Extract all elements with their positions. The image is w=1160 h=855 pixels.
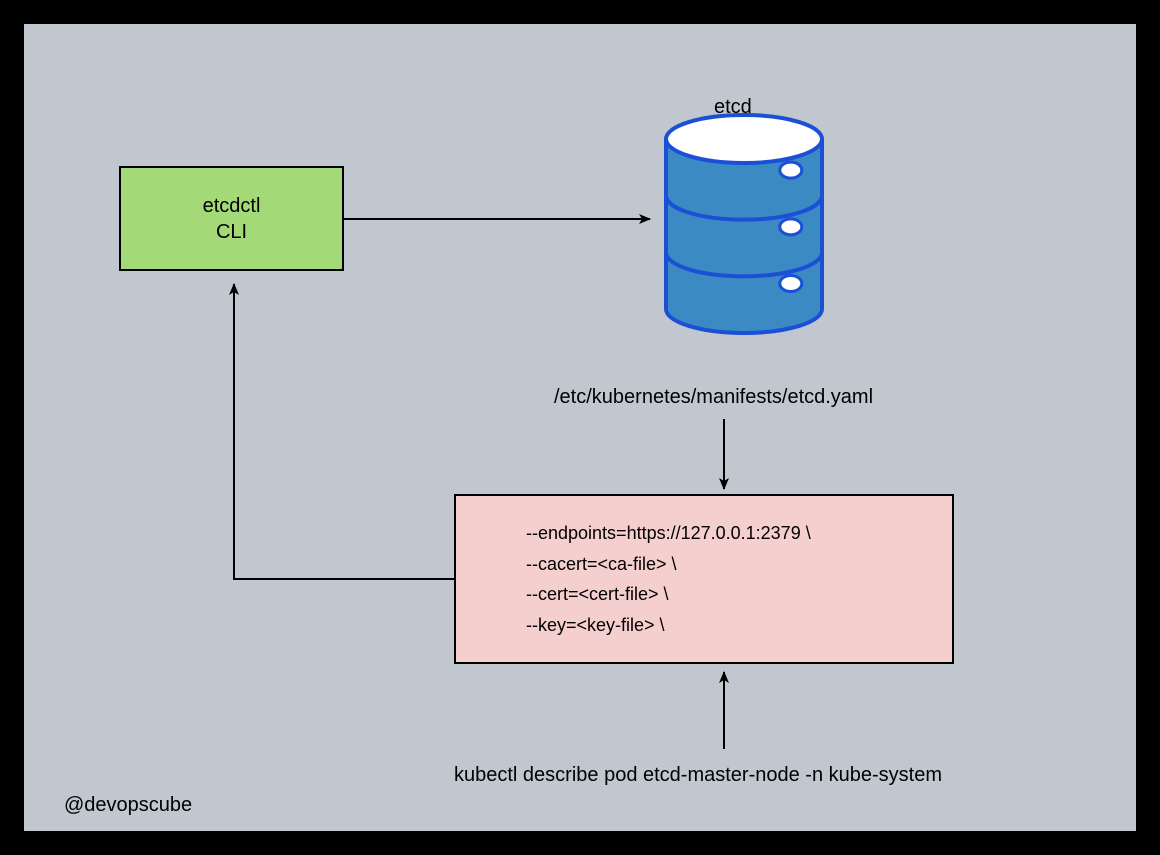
kubectl-command-label: kubectl describe pod etcd-master-node -n…: [454, 764, 942, 787]
diagram-frame: etcdctl CLI --endpoints=https://127.0.0.…: [0, 0, 1160, 855]
config-line: --cert=<cert-file> \: [526, 579, 932, 610]
arrows-group: [234, 219, 724, 749]
cli-label-line2: CLI: [216, 219, 247, 245]
arrow-config-to-cli: [234, 284, 454, 579]
manifest-path-label: /etc/kubernetes/manifests/etcd.yaml: [554, 386, 873, 409]
etcdctl-cli-box: etcdctl CLI: [119, 166, 344, 271]
config-line: --cacert=<ca-file> \: [526, 549, 932, 580]
diagram-canvas: etcdctl CLI --endpoints=https://127.0.0.…: [24, 24, 1136, 831]
cli-label-line1: etcdctl: [203, 193, 261, 219]
attribution-label: @devopscube: [64, 794, 192, 817]
etcd-database-icon: [666, 115, 822, 333]
etcd-config-box: --endpoints=https://127.0.0.1:2379 \--ca…: [454, 494, 954, 664]
config-line: --endpoints=https://127.0.0.1:2379 \: [526, 518, 932, 549]
diagram-svg-overlay: [24, 24, 1136, 831]
etcd-db-label: etcd: [714, 96, 752, 119]
config-line: --key=<key-file> \: [526, 610, 932, 641]
